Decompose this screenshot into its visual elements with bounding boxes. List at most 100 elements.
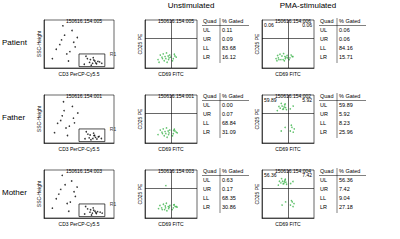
svg-text:UR: UR (203, 36, 211, 42)
svg-text:59.89: 59.89 (264, 96, 277, 103)
svg-text:0.06: 0.06 (264, 22, 274, 28)
svg-text:150616.154.002: 150616.154.002 (275, 93, 311, 99)
svg-text:68.84: 68.84 (222, 120, 236, 126)
svg-text:LR: LR (320, 54, 327, 60)
svg-text:% Gated: % Gated (222, 93, 243, 99)
svg-text:LL: LL (320, 120, 326, 126)
svg-text:Quad: Quad (203, 93, 216, 99)
svg-text:Patient: Patient (2, 38, 28, 47)
svg-text:LR: LR (320, 204, 327, 210)
svg-text:Quad: Quad (320, 168, 333, 174)
svg-text:CD25 PE: CD25 PE (254, 33, 260, 55)
svg-text:SSC-Height: SSC-Height (36, 30, 42, 57)
svg-text:150616.154.003: 150616.154.003 (66, 168, 102, 174)
svg-text:5.92: 5.92 (302, 96, 312, 103)
svg-text:UR: UR (320, 186, 328, 192)
svg-text:CD69 FITC: CD69 FITC (158, 221, 184, 227)
svg-text:LL: LL (203, 120, 209, 126)
svg-text:25.96: 25.96 (339, 129, 353, 135)
svg-text:UL: UL (320, 102, 327, 108)
svg-text:150616.154.006: 150616.154.006 (275, 18, 311, 24)
svg-text:83.68: 83.68 (222, 45, 236, 51)
svg-text:LL: LL (320, 195, 326, 201)
svg-text:0.09: 0.09 (222, 36, 233, 42)
svg-text:27.18: 27.18 (339, 204, 353, 210)
svg-text:150616.154.001: 150616.154.001 (158, 93, 194, 99)
svg-text:% Gated: % Gated (339, 18, 360, 24)
svg-text:Quad: Quad (203, 18, 216, 24)
svg-text:150616.154.003: 150616.154.003 (158, 168, 194, 174)
svg-text:16.12: 16.12 (222, 54, 236, 60)
svg-text:Mother: Mother (2, 188, 27, 197)
svg-text:CD69 FITC: CD69 FITC (275, 71, 301, 77)
svg-text:UL: UL (203, 102, 210, 108)
svg-text:CD69 FITC: CD69 FITC (275, 146, 301, 152)
svg-text:56.36: 56.36 (339, 177, 353, 183)
svg-text:CD25 PE: CD25 PE (137, 108, 143, 130)
svg-text:% Gated: % Gated (339, 168, 360, 174)
svg-text:CD25 PE: CD25 PE (254, 108, 260, 130)
svg-text:CD69 FITC: CD69 FITC (158, 146, 184, 152)
svg-text:% Gated: % Gated (222, 18, 243, 24)
svg-text:150616.154.004: 150616.154.004 (275, 168, 311, 174)
svg-text:15.71: 15.71 (339, 54, 353, 60)
svg-text:% Gated: % Gated (222, 168, 243, 174)
svg-text:LR: LR (203, 204, 210, 210)
svg-text:0.06: 0.06 (339, 27, 350, 33)
svg-text:CD69 FITC: CD69 FITC (158, 71, 184, 77)
svg-text:Quad: Quad (320, 18, 333, 24)
svg-text:0.06: 0.06 (302, 21, 312, 28)
svg-text:150616.154.001: 150616.154.001 (66, 93, 102, 99)
svg-text:LR: LR (320, 129, 327, 135)
svg-text:150616.154.005: 150616.154.005 (158, 18, 194, 24)
svg-text:SSC-Height: SSC-Height (36, 180, 42, 207)
svg-text:UL: UL (320, 27, 327, 33)
svg-text:UR: UR (203, 111, 211, 117)
svg-text:LL: LL (203, 45, 209, 51)
svg-text:CD69 FITC: CD69 FITC (275, 221, 301, 227)
svg-text:UR: UR (320, 111, 328, 117)
svg-text:150616.154.005: 150616.154.005 (66, 18, 102, 24)
svg-text:59.89: 59.89 (339, 102, 353, 108)
svg-text:56.36: 56.36 (264, 171, 277, 178)
svg-text:LR: LR (203, 54, 210, 60)
svg-text:Father: Father (2, 113, 25, 122)
svg-text:68.35: 68.35 (222, 195, 236, 201)
svg-text:8.23: 8.23 (339, 120, 350, 126)
svg-text:0.07: 0.07 (222, 111, 233, 117)
svg-text:5.92: 5.92 (339, 111, 350, 117)
svg-text:CD25 PE: CD25 PE (137, 33, 143, 55)
svg-text:0.00: 0.00 (222, 102, 233, 108)
svg-text:84.16: 84.16 (339, 45, 353, 51)
svg-text:UL: UL (203, 27, 210, 33)
svg-text:30.86: 30.86 (222, 204, 236, 210)
svg-text:UR: UR (320, 36, 328, 42)
svg-text:CD3 PerCP-Cy5.5: CD3 PerCP-Cy5.5 (59, 146, 100, 152)
svg-text:CD3 PerCP-Cy5.5: CD3 PerCP-Cy5.5 (59, 221, 100, 227)
svg-text:0.17: 0.17 (222, 186, 233, 192)
svg-text:SSC-Height: SSC-Height (36, 105, 42, 132)
svg-text:R1: R1 (110, 201, 117, 207)
svg-text:Unstimulated: Unstimulated (168, 1, 215, 10)
svg-text:31.09: 31.09 (222, 129, 236, 135)
svg-text:UL: UL (320, 177, 327, 183)
svg-text:R1: R1 (110, 51, 117, 57)
svg-text:Quad: Quad (203, 168, 216, 174)
svg-text:CD25 PE: CD25 PE (254, 183, 260, 205)
svg-text:0.11: 0.11 (222, 27, 232, 33)
svg-text:R1: R1 (110, 126, 117, 132)
svg-text:LR: LR (203, 129, 210, 135)
svg-text:Quad: Quad (320, 93, 333, 99)
svg-text:UR: UR (203, 186, 211, 192)
svg-text:LL: LL (203, 195, 209, 201)
svg-text:7.42: 7.42 (339, 186, 350, 192)
svg-text:% Gated: % Gated (339, 93, 360, 99)
svg-text:LL: LL (320, 45, 326, 51)
svg-text:0.63: 0.63 (222, 177, 233, 183)
svg-text:UL: UL (203, 177, 210, 183)
svg-text:9.04: 9.04 (339, 195, 350, 201)
svg-text:CD25 PE: CD25 PE (137, 183, 143, 205)
svg-text:0.06: 0.06 (339, 36, 350, 42)
svg-text:PMA-stimulated: PMA-stimulated (280, 1, 336, 10)
svg-text:CD3 PerCP-Cy5.5: CD3 PerCP-Cy5.5 (59, 71, 100, 77)
